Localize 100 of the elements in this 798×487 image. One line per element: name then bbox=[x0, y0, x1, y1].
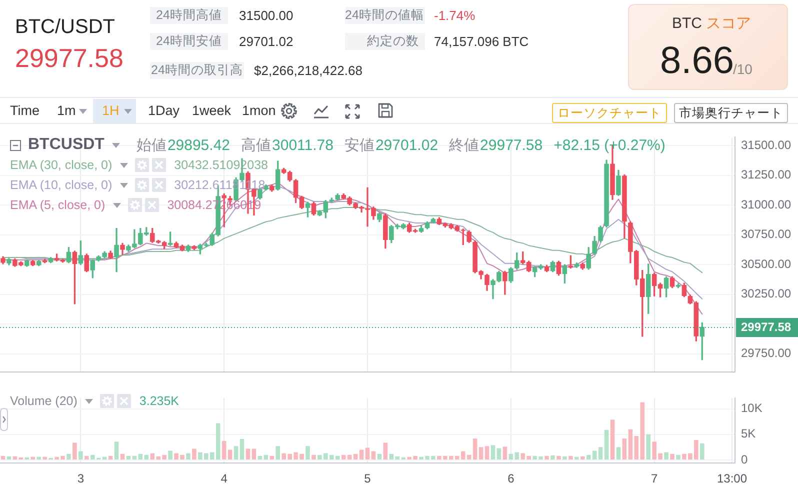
bar bbox=[365, 448, 370, 460]
y-tick-label: 10K bbox=[741, 401, 762, 416]
bar bbox=[246, 448, 250, 460]
text: 24時間高値 bbox=[150, 7, 228, 24]
bar bbox=[252, 448, 256, 460]
text: EMA (5, close, 0) bbox=[10, 198, 106, 212]
y-tick-label: 29750.00 bbox=[741, 346, 792, 360]
bar bbox=[240, 439, 244, 460]
bar bbox=[580, 456, 585, 460]
bar bbox=[700, 443, 704, 460]
bar bbox=[610, 420, 615, 460]
annotation: 29895.42 bbox=[167, 136, 230, 154]
bar bbox=[192, 448, 196, 460]
bar bbox=[562, 456, 567, 460]
text: 1mon bbox=[242, 103, 276, 119]
bar bbox=[66, 454, 71, 460]
annotation: 安値 bbox=[344, 136, 374, 154]
bar bbox=[78, 451, 83, 460]
y-tick-label: 31000.00 bbox=[741, 197, 792, 212]
bar bbox=[102, 456, 107, 460]
annotation: 3.235K bbox=[139, 394, 180, 408]
bar bbox=[646, 434, 651, 460]
text: Time bbox=[10, 103, 40, 119]
annotation: 始値 bbox=[136, 136, 166, 154]
text: Volume (20) bbox=[10, 394, 78, 408]
bar bbox=[676, 454, 680, 460]
text: 31500.00 bbox=[239, 8, 294, 24]
text: 1Day bbox=[148, 103, 180, 119]
bar bbox=[168, 450, 172, 460]
bar bbox=[6, 456, 12, 460]
text: EMA (30, close, 0) bbox=[10, 158, 112, 172]
text: BTC/USDT bbox=[15, 15, 115, 39]
bar bbox=[347, 454, 352, 460]
bar bbox=[312, 454, 316, 460]
text: 約定の数 bbox=[345, 33, 425, 50]
bar bbox=[114, 442, 119, 460]
text: 市場奥行チャート bbox=[674, 103, 788, 123]
text: 74,157.096 BTC bbox=[434, 34, 529, 50]
bar bbox=[264, 454, 268, 460]
text: 24時間の取引高 bbox=[150, 62, 244, 79]
x-tick-label: 5 bbox=[364, 472, 372, 486]
bar bbox=[604, 430, 609, 460]
bar bbox=[72, 442, 77, 460]
text: 24時間の値幅 bbox=[345, 7, 425, 24]
x-tick-label: 6 bbox=[508, 472, 515, 486]
bar bbox=[628, 429, 633, 460]
chart-title: BTCUSDT bbox=[28, 136, 104, 154]
bar bbox=[490, 445, 496, 460]
bar bbox=[341, 454, 346, 460]
bar bbox=[377, 454, 382, 460]
text: -1.74% bbox=[434, 8, 476, 24]
x-tick-label: 4 bbox=[220, 472, 228, 486]
bar bbox=[138, 454, 143, 460]
bar bbox=[550, 455, 555, 460]
text: $2,266,218,422.68 bbox=[254, 63, 362, 79]
bar bbox=[496, 448, 502, 460]
bar bbox=[186, 453, 190, 460]
y-tick-label: 30500.00 bbox=[741, 256, 792, 271]
text: 29977.58 bbox=[15, 43, 124, 74]
bar bbox=[383, 442, 388, 460]
bar bbox=[276, 446, 280, 460]
x-tick-label: 7 bbox=[650, 472, 658, 486]
bar bbox=[228, 450, 232, 460]
bar bbox=[556, 456, 561, 460]
bar bbox=[270, 456, 274, 460]
y-tick-label: 0 bbox=[741, 452, 748, 466]
bar bbox=[484, 446, 490, 460]
bar bbox=[574, 456, 579, 460]
bar bbox=[598, 447, 603, 460]
bar bbox=[592, 450, 597, 460]
bar bbox=[108, 456, 113, 460]
bar bbox=[353, 454, 358, 460]
bar bbox=[616, 447, 621, 460]
bar bbox=[359, 450, 364, 460]
bar bbox=[670, 454, 674, 460]
text: BTC bbox=[672, 15, 702, 33]
y-tick-label: 31250.00 bbox=[741, 168, 792, 182]
bar bbox=[664, 452, 668, 460]
text: 1H bbox=[93, 99, 136, 123]
bar bbox=[126, 456, 131, 460]
text: ローソクチャート bbox=[552, 103, 667, 123]
y-tick-label: 31500.00 bbox=[741, 138, 792, 152]
bar bbox=[36, 456, 41, 460]
bar bbox=[12, 456, 18, 460]
bar bbox=[42, 456, 47, 460]
annotation: 29701.02 bbox=[375, 136, 438, 154]
bar bbox=[222, 441, 226, 460]
bar bbox=[144, 454, 149, 460]
bar bbox=[258, 456, 262, 460]
text: EMA (10, close, 0) bbox=[10, 178, 112, 192]
x-tick-label: 13:00 bbox=[716, 472, 748, 486]
bar bbox=[478, 447, 484, 460]
bar bbox=[132, 456, 137, 460]
y-tick-label: 30250.00 bbox=[741, 286, 792, 301]
text: 29701.02 bbox=[239, 34, 294, 50]
bar bbox=[0, 456, 6, 460]
bar bbox=[568, 456, 573, 460]
bar bbox=[544, 456, 549, 460]
text: 24時間安値 bbox=[150, 33, 228, 50]
bar bbox=[586, 454, 591, 460]
